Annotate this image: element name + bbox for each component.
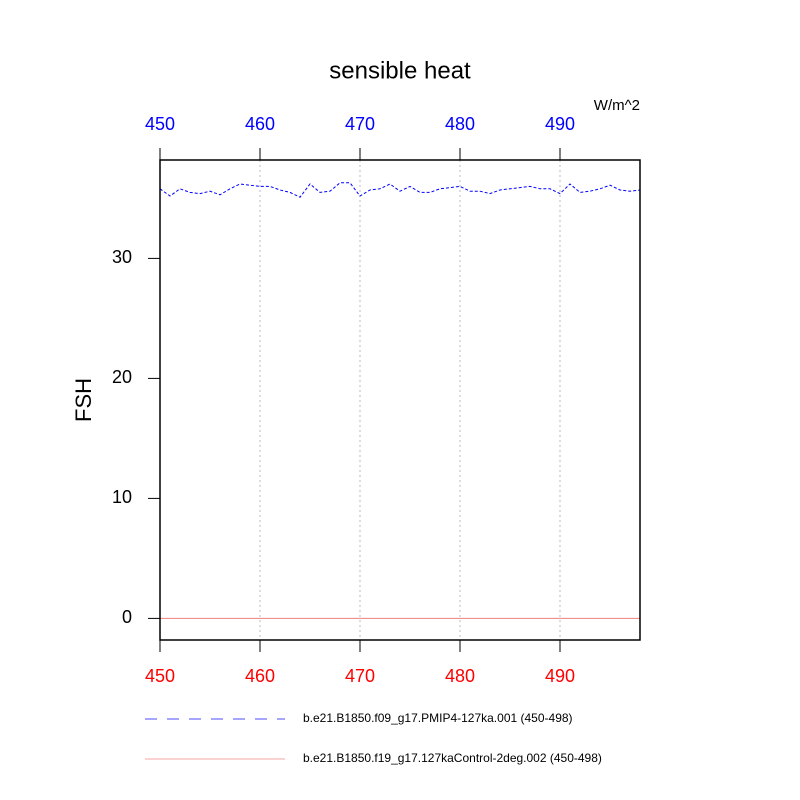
x-top-tick-label: 460 xyxy=(245,114,275,134)
x-top-tick-label: 490 xyxy=(545,114,575,134)
chart-title: sensible heat xyxy=(329,57,471,84)
y-axis-label: FSH xyxy=(71,378,96,422)
units-label: W/m^2 xyxy=(594,97,640,114)
x-tick-label: 490 xyxy=(545,666,575,686)
plot-frame xyxy=(159,159,641,641)
series-line xyxy=(159,182,641,198)
y-tick-label: 10 xyxy=(112,487,132,507)
x-tick-label: 460 xyxy=(245,666,275,686)
x-top-tick-label: 480 xyxy=(445,114,475,134)
x-top-tick-label: 450 xyxy=(145,114,175,134)
x-tick-label: 450 xyxy=(145,666,175,686)
y-tick-label: 20 xyxy=(112,367,132,387)
y-tick-label: 30 xyxy=(112,247,132,267)
legend-label: b.e21.B1850.f19_g17.127kaControl-2deg.00… xyxy=(303,751,602,765)
x-top-tick-label: 470 xyxy=(345,114,375,134)
legend-label: b.e21.B1850.f09_g17.PMIP4-127ka.001 (450… xyxy=(303,711,573,725)
x-tick-label: 470 xyxy=(345,666,375,686)
y-tick-label: 0 xyxy=(122,607,132,627)
x-tick-label: 480 xyxy=(445,666,475,686)
